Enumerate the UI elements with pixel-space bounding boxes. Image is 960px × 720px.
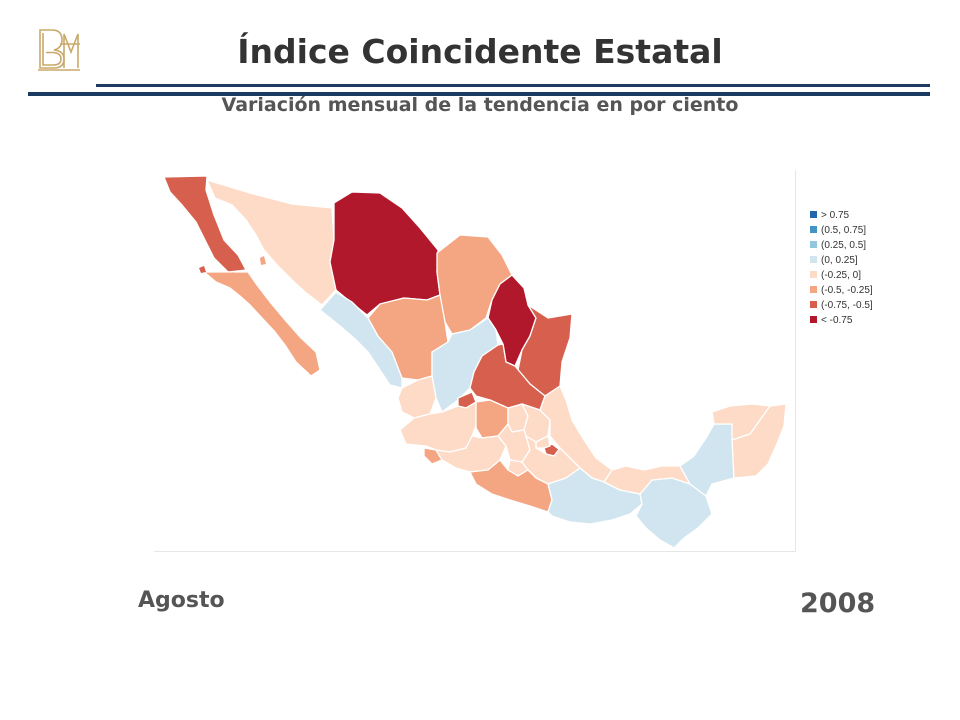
legend-swatch <box>810 301 817 308</box>
banxico-monogram-logo <box>38 29 80 71</box>
legend-swatch <box>810 256 817 263</box>
title-rule <box>96 84 930 87</box>
legend-label: (0.5, 0.75] <box>821 225 867 236</box>
state-tabasco <box>603 465 691 495</box>
legend-label: (-0.5, -0.25] <box>821 285 873 296</box>
legend-item: (-0.5, -0.25] <box>810 285 873 300</box>
state-quintana-roo <box>731 403 787 479</box>
state-colima <box>423 447 443 465</box>
state-baja-california <box>163 175 247 273</box>
title-rule-lower <box>28 92 930 96</box>
state-nayarit <box>397 375 437 419</box>
legend-label: (-0.25, 0] <box>821 270 862 281</box>
legend-swatch <box>810 226 817 233</box>
period-month: Agosto <box>138 588 225 613</box>
state-baja-california-sur <box>203 271 321 377</box>
legend-swatch <box>810 211 817 218</box>
legend-swatch <box>810 271 817 278</box>
legend-swatch <box>810 316 817 323</box>
page-title: Índice Coincidente Estatal <box>237 32 723 71</box>
legend-label: (0.25, 0.5] <box>821 240 867 251</box>
legend-item: (0, 0.25] <box>810 255 873 270</box>
legend-label: (0, 0.25] <box>821 255 858 266</box>
island-angel <box>232 272 236 278</box>
state-sinaloa <box>319 291 403 389</box>
legend-item: (-0.25, 0] <box>810 270 873 285</box>
legend-swatch <box>810 286 817 293</box>
map-legend: > 0.75 (0.5, 0.75] (0.25, 0.5] (0, 0.25]… <box>810 210 873 330</box>
page-subtitle: Variación mensual de la tendencia en por… <box>221 94 739 116</box>
map-frame-right <box>795 170 796 552</box>
mexico-choropleth-map <box>163 175 787 549</box>
legend-label: > 0.75 <box>821 210 850 221</box>
state-oaxaca <box>547 467 643 525</box>
legend-swatch <box>810 241 817 248</box>
legend-item: > 0.75 <box>810 210 873 225</box>
map-frame-bottom <box>154 551 796 552</box>
legend-label: (-0.75, -0.5] <box>821 300 873 311</box>
island-cedros <box>199 266 206 273</box>
legend-label: < -0.75 <box>821 315 853 326</box>
island-tiburon <box>260 256 266 265</box>
period-year: 2008 <box>800 588 876 619</box>
state-chihuahua <box>329 191 441 316</box>
legend-item: (0.5, 0.75] <box>810 225 873 240</box>
legend-item: (0.25, 0.5] <box>810 240 873 255</box>
legend-item: (-0.75, -0.5] <box>810 300 873 315</box>
state-sonora <box>206 179 337 306</box>
legend-item: < -0.75 <box>810 315 873 330</box>
